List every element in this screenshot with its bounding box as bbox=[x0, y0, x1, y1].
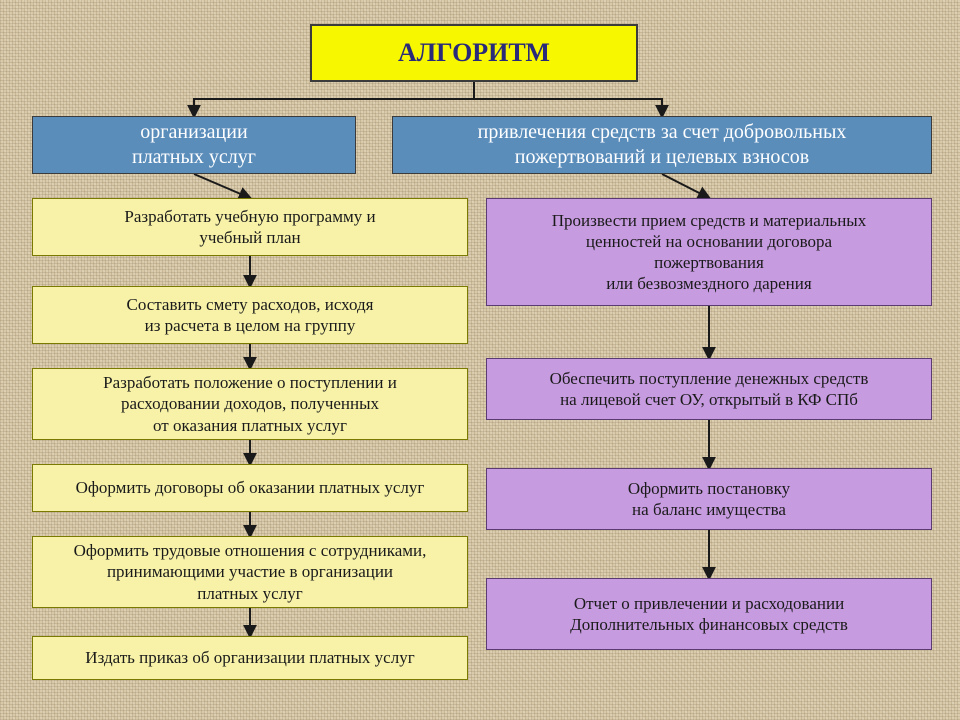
node-l1: Разработать учебную программу иучебный п… bbox=[32, 198, 468, 256]
node-l2-label: Составить смету расходов, исходяиз расче… bbox=[126, 294, 373, 337]
node-l4: Оформить договоры об оказании платных ус… bbox=[32, 464, 468, 512]
node-hdr_right: привлечения средств за счет добровольных… bbox=[392, 116, 932, 174]
node-title: АЛГОРИТМ bbox=[310, 24, 638, 82]
node-r4: Отчет о привлечении и расходованииДополн… bbox=[486, 578, 932, 650]
node-l2: Составить смету расходов, исходяиз расче… bbox=[32, 286, 468, 344]
node-l5-label: Оформить трудовые отношения с сотрудника… bbox=[74, 540, 427, 604]
node-hdr_right-label: привлечения средств за счет добровольных… bbox=[478, 120, 847, 170]
node-r3: Оформить постановкуна баланс имущества bbox=[486, 468, 932, 530]
node-l5: Оформить трудовые отношения с сотрудника… bbox=[32, 536, 468, 608]
node-title-label: АЛГОРИТМ bbox=[398, 37, 550, 70]
node-hdr_left-label: организацииплатных услуг bbox=[132, 120, 256, 170]
node-l3: Разработать положение о поступлении ирас… bbox=[32, 368, 468, 440]
node-l1-label: Разработать учебную программу иучебный п… bbox=[124, 206, 375, 249]
node-l6-label: Издать приказ об организации платных усл… bbox=[85, 647, 414, 668]
node-r4-label: Отчет о привлечении и расходованииДополн… bbox=[570, 593, 848, 636]
node-r3-label: Оформить постановкуна баланс имущества bbox=[628, 478, 790, 521]
node-hdr_left: организацииплатных услуг bbox=[32, 116, 356, 174]
node-l4-label: Оформить договоры об оказании платных ус… bbox=[76, 477, 425, 498]
node-l6: Издать приказ об организации платных усл… bbox=[32, 636, 468, 680]
node-r1-label: Произвести прием средств и материальныхц… bbox=[552, 210, 866, 295]
node-r1: Произвести прием средств и материальныхц… bbox=[486, 198, 932, 306]
node-r2-label: Обеспечить поступление денежных средствн… bbox=[550, 368, 869, 411]
node-l3-label: Разработать положение о поступлении ирас… bbox=[103, 372, 397, 436]
node-r2: Обеспечить поступление денежных средствн… bbox=[486, 358, 932, 420]
